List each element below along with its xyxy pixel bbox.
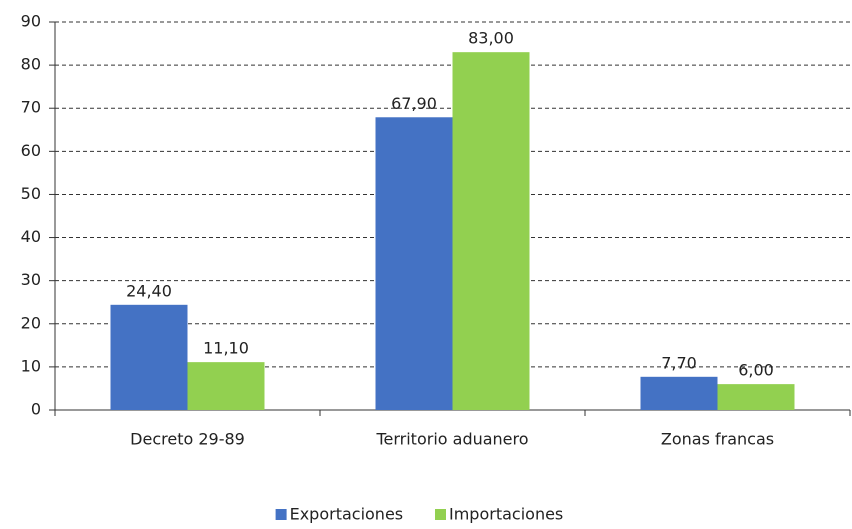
- y-tick-label: 30: [21, 270, 41, 289]
- bar: [640, 376, 718, 410]
- y-tick-label: 10: [21, 356, 41, 375]
- bar: [717, 384, 795, 410]
- y-tick-label: 20: [21, 313, 41, 332]
- legend-swatch: [275, 509, 287, 520]
- value-label: 24,40: [126, 281, 172, 300]
- bar: [452, 52, 530, 411]
- legend-swatch: [435, 509, 446, 520]
- bar: [375, 117, 453, 410]
- x-tick-label: Zonas francas: [661, 430, 774, 449]
- y-tick-label: 40: [21, 227, 41, 246]
- bar: [187, 362, 265, 410]
- y-tick-label: 70: [21, 98, 41, 117]
- legend-label: Exportaciones: [290, 505, 404, 524]
- y-tick-label: 90: [21, 12, 41, 31]
- value-label: 6,00: [738, 361, 774, 380]
- y-tick-label: 80: [21, 55, 41, 74]
- x-tick-label: Decreto 29-89: [130, 430, 245, 449]
- value-label: 67,90: [391, 94, 437, 113]
- value-label: 11,10: [203, 339, 249, 358]
- y-tick-label: 50: [21, 184, 41, 203]
- value-label: 7,70: [661, 353, 697, 372]
- legend-label: Importaciones: [449, 505, 563, 524]
- x-tick-label: Territorio aduanero: [375, 430, 528, 449]
- bar: [110, 304, 188, 410]
- y-tick-label: 0: [31, 400, 41, 419]
- value-label: 83,00: [468, 29, 514, 48]
- y-tick-label: 60: [21, 141, 41, 160]
